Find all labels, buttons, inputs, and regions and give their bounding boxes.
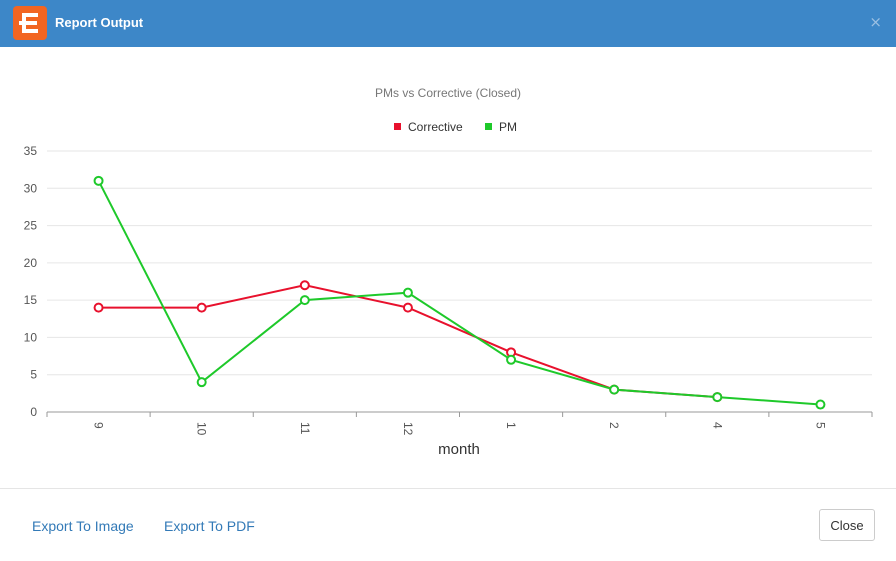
y-tick-label: 25 — [24, 219, 38, 233]
export-to-image-link[interactable]: Export To Image — [32, 518, 134, 534]
modal-header: Report Output × — [0, 0, 896, 47]
data-point-pm[interactable] — [609, 384, 620, 395]
y-tick-label: 0 — [30, 405, 37, 419]
data-point-pm[interactable] — [196, 377, 207, 388]
x-tick-label: 9 — [92, 422, 106, 429]
data-point-pm[interactable] — [506, 354, 517, 365]
chart-title: PMs vs Corrective (Closed) — [375, 86, 521, 100]
x-tick-label: 11 — [298, 422, 312, 435]
close-button[interactable]: Close — [819, 509, 875, 541]
x-tick-label: 4 — [710, 422, 724, 429]
series-line-corrective — [98, 284, 718, 399]
data-point-pm[interactable] — [93, 175, 104, 186]
x-tick-label: 1 — [504, 422, 518, 429]
close-icon[interactable]: × — [869, 13, 882, 31]
legend-marker-corrective — [394, 123, 401, 130]
x-tick-label: 10 — [195, 422, 209, 436]
y-tick-label: 10 — [24, 330, 38, 344]
x-tick-label: 12 — [401, 422, 415, 436]
data-point-corrective[interactable] — [402, 302, 413, 313]
chart-container: PMs vs Corrective (Closed) Corrective PM 0 5… — [0, 47, 896, 487]
y-tick-label: 20 — [24, 256, 38, 270]
x-tick-label: 5 — [813, 422, 827, 429]
series-line-pm — [97, 180, 821, 406]
footer-divider — [0, 488, 896, 489]
y-tick-label: 35 — [24, 144, 38, 158]
legend-label-corrective[interactable]: Corrective — [408, 120, 463, 134]
data-point-pm[interactable] — [815, 399, 826, 410]
data-point-corrective[interactable] — [299, 280, 310, 291]
export-to-pdf-link[interactable]: Export To PDF — [164, 518, 255, 534]
line-chart: PMs vs Corrective (Closed) Corrective PM 0 5… — [24, 86, 873, 458]
data-point-corrective[interactable] — [93, 302, 104, 313]
app-logo-icon — [13, 6, 47, 40]
data-point-pm[interactable] — [712, 392, 723, 403]
x-axis-label: month — [438, 441, 480, 458]
y-tick-label: 30 — [24, 181, 38, 195]
data-point-pm[interactable] — [299, 295, 310, 306]
legend-label-pm[interactable]: PM — [499, 120, 517, 134]
y-tick-label: 15 — [24, 293, 38, 307]
data-point-pm[interactable] — [402, 287, 413, 298]
legend-marker-pm — [485, 123, 492, 130]
y-tick-label: 5 — [30, 368, 37, 382]
modal-title: Report Output — [55, 15, 144, 30]
x-tick-label: 2 — [607, 422, 621, 429]
data-point-corrective[interactable] — [196, 302, 207, 313]
